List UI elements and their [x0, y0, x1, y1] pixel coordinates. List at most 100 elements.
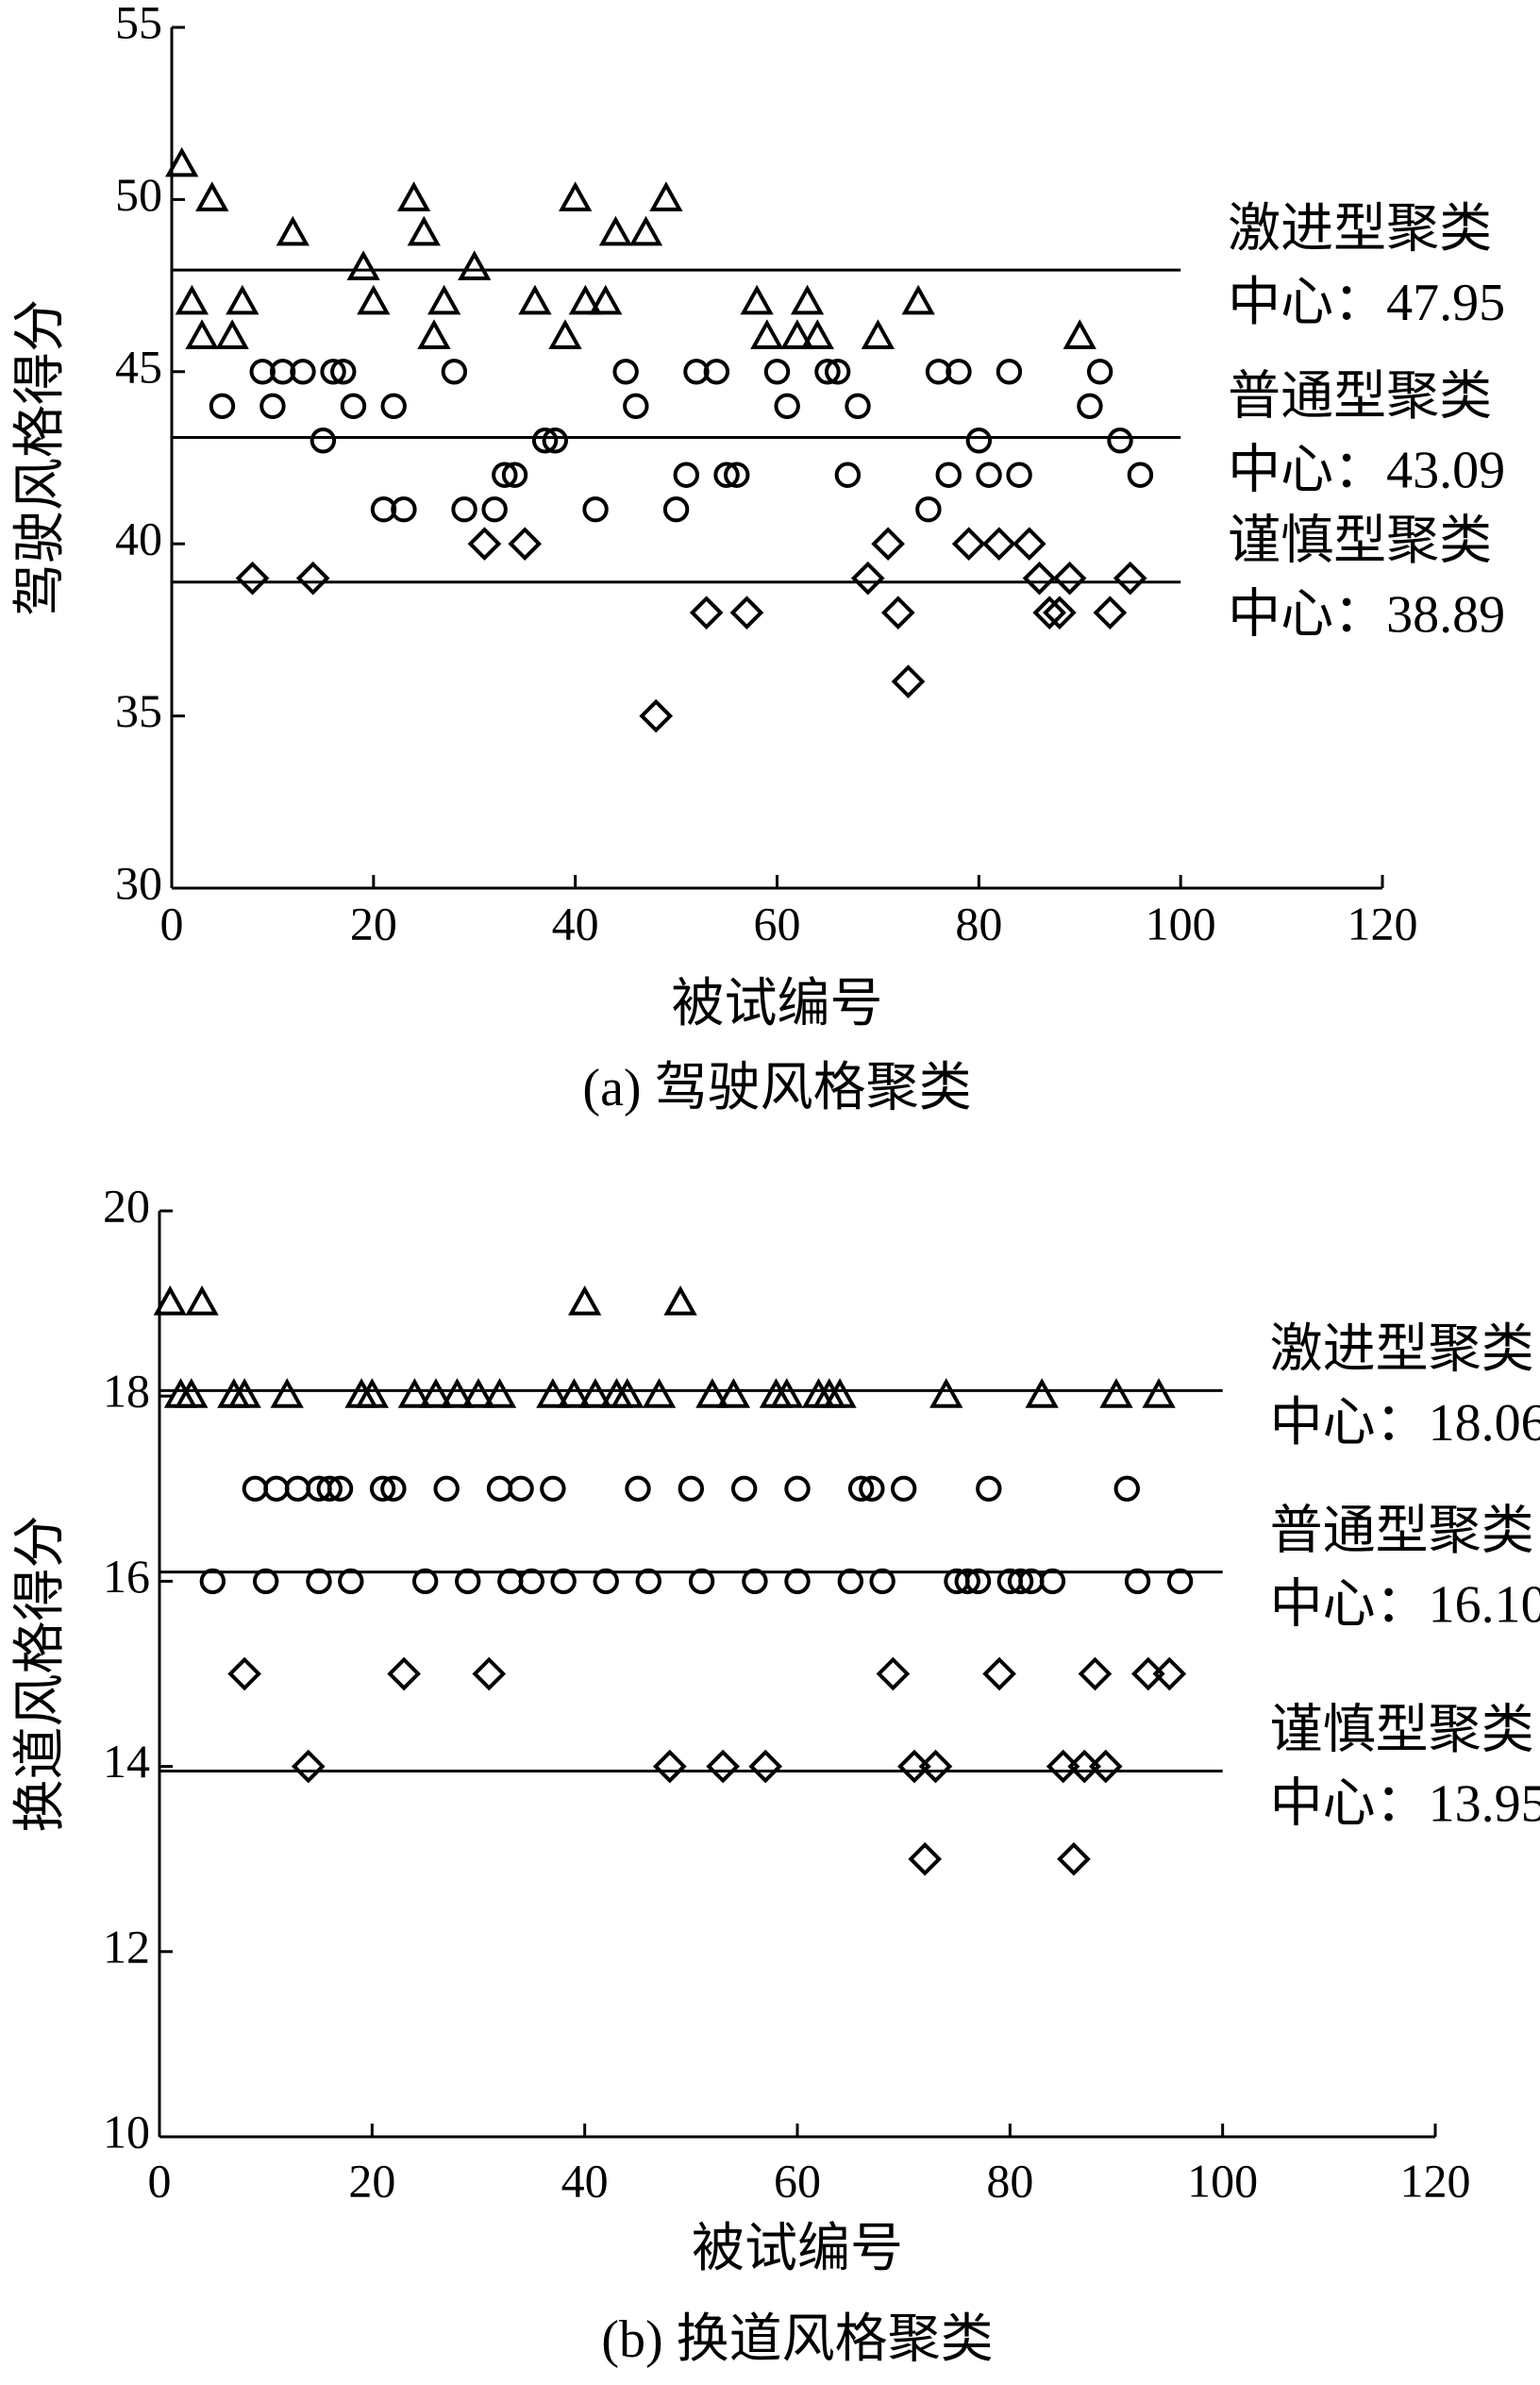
cluster-center: 中心：47.95 — [1228, 274, 1505, 332]
diamond-point — [897, 1749, 931, 1784]
diamond-point — [880, 596, 915, 630]
circle-point — [1086, 359, 1113, 385]
circle-point — [730, 1475, 758, 1503]
circle-point — [935, 462, 962, 488]
circle-point — [593, 1568, 619, 1595]
circle-point — [582, 496, 609, 523]
triangle-point — [407, 215, 441, 246]
circle-point — [249, 359, 276, 385]
circle-point — [481, 496, 508, 523]
diamond-point — [729, 596, 764, 630]
y-tick-label: 35 — [115, 684, 162, 737]
triangle-point — [175, 284, 209, 315]
x-tick-label: 0 — [148, 2154, 172, 2207]
caption: (a) 驾驶风格聚类 — [582, 1059, 971, 1117]
triangle-point — [195, 181, 229, 211]
cluster-name: 普通型聚类 — [1228, 367, 1492, 426]
circle-point — [284, 1475, 311, 1503]
x-tick-label: 60 — [754, 897, 801, 949]
circle-point — [199, 1568, 226, 1595]
diamond-point — [235, 561, 270, 596]
diamond-point — [1067, 1749, 1102, 1784]
circle-point — [1107, 428, 1133, 454]
diamond-point — [1022, 561, 1057, 596]
circle-point — [320, 359, 346, 385]
diamond-point — [387, 1656, 421, 1691]
diamond-point — [891, 664, 926, 698]
circle-point — [946, 359, 972, 385]
diamond-point — [871, 527, 905, 562]
y-axis-label: 换道风格得分 — [11, 1516, 70, 1833]
diamond-point — [748, 1749, 783, 1784]
x-tick-label: 0 — [160, 897, 184, 949]
cluster-name: 普通型聚类 — [1270, 1502, 1534, 1560]
circle-point — [492, 462, 518, 488]
circle-point — [845, 393, 871, 419]
circle-point — [784, 1568, 811, 1595]
circle-point — [625, 1475, 651, 1503]
triangle-point — [440, 1378, 475, 1408]
circle-point — [724, 462, 750, 488]
circle-point — [890, 1475, 917, 1503]
cluster-center: 中心：38.89 — [1228, 586, 1505, 645]
triangle-point — [427, 284, 461, 315]
circle-point — [501, 462, 528, 488]
diamond-point — [850, 561, 885, 596]
circle-point — [1166, 1568, 1194, 1595]
caption: (b) 换道风格聚类 — [601, 2310, 993, 2369]
triangle-point — [642, 1378, 677, 1408]
circle-point — [433, 1475, 460, 1503]
circle-point — [486, 1475, 513, 1503]
triangle-point — [740, 284, 774, 315]
triangle-point — [929, 1378, 963, 1408]
circle-point — [847, 1475, 875, 1503]
y-tick-label: 16 — [103, 1550, 150, 1603]
circle-point — [834, 462, 862, 488]
diamond-point — [1046, 1749, 1080, 1784]
x-tick-label: 40 — [561, 2154, 609, 2207]
circle-point — [1124, 1568, 1151, 1595]
x-tick-label: 100 — [1146, 897, 1216, 949]
triangle-point — [1063, 319, 1096, 349]
circle-point — [976, 1475, 1002, 1503]
diamond-point — [652, 1749, 687, 1784]
circle-point — [542, 428, 568, 454]
circle-point — [915, 496, 942, 523]
diamond-point — [982, 1656, 1016, 1691]
circle-point — [623, 393, 649, 419]
circle-point — [306, 1568, 332, 1595]
cluster-center: 中心：16.10 — [1270, 1575, 1540, 1634]
circle-point — [673, 462, 699, 488]
diamond-point — [1057, 1841, 1091, 1876]
diamond-point — [1032, 596, 1067, 630]
circle-point — [688, 1568, 715, 1595]
circle-point — [703, 359, 730, 385]
y-tick-label: 20 — [103, 1179, 150, 1232]
triangle-point — [568, 1285, 602, 1316]
circle-point — [550, 1568, 577, 1595]
circle-point — [242, 1475, 269, 1503]
circle-point — [763, 359, 791, 385]
triangle-point — [598, 215, 633, 246]
circle-point — [391, 496, 417, 523]
triangle-point — [861, 319, 896, 349]
triangle-point — [417, 319, 451, 349]
y-tick-label: 14 — [103, 1735, 150, 1788]
circle-point — [290, 359, 316, 385]
circle-point — [252, 1568, 279, 1595]
diamond-point — [1130, 1656, 1165, 1691]
y-tick-label: 30 — [115, 856, 162, 909]
circle-point — [269, 359, 296, 385]
triangle-point — [458, 250, 492, 280]
circle-point — [411, 1568, 439, 1595]
circle-point — [1006, 462, 1032, 488]
diamond-point — [1052, 561, 1087, 596]
triangle-point — [800, 319, 834, 349]
x-tick-label: 20 — [348, 2154, 395, 2207]
triangle-point — [357, 284, 391, 315]
cluster-center: 中心：13.95 — [1270, 1774, 1540, 1833]
triangle-point — [185, 319, 219, 349]
circle-point — [996, 359, 1023, 385]
